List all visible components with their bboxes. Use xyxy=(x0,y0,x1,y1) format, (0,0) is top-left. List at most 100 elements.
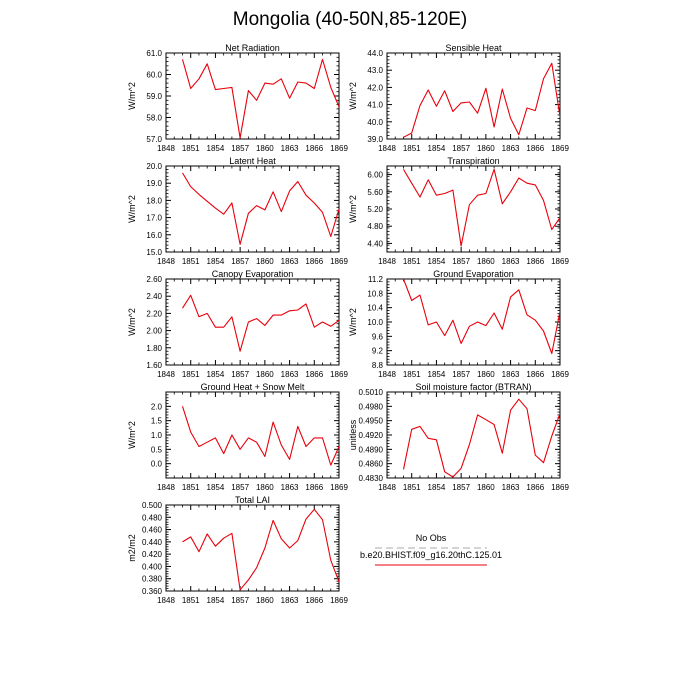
x-tick-label: 1860 xyxy=(477,257,495,266)
x-tick-label: 1851 xyxy=(182,144,200,153)
y-axis-label: W/m^2 xyxy=(348,195,358,223)
y-tick-label: 41.0 xyxy=(367,101,383,110)
x-tick-label: 1851 xyxy=(182,257,200,266)
x-tick-label: 1866 xyxy=(305,144,323,153)
x-tick-label: 1863 xyxy=(502,144,520,153)
y-tick-label: 20.0 xyxy=(146,162,162,171)
panel-3: Transpiration W/m^2 1848 1851 1854 1857 1860 18… xyxy=(348,156,569,266)
x-tick-label: 1854 xyxy=(428,370,446,379)
series-line xyxy=(402,398,560,478)
y-tick-label: 0.5 xyxy=(151,445,163,454)
x-tick-label: 1869 xyxy=(330,483,348,492)
y-axis-label: W/m^2 xyxy=(127,421,137,449)
y-tick-label: 15.0 xyxy=(146,248,162,257)
y-tick-label: 4.40 xyxy=(367,239,383,248)
y-tick-label: 0.460 xyxy=(142,526,163,535)
x-tick-label: 1857 xyxy=(452,370,470,379)
x-tick-label: 1869 xyxy=(330,370,348,379)
y-tick-label: 1.0 xyxy=(151,431,163,440)
panel-title: Sensible Heat xyxy=(445,43,502,53)
x-tick-label: 1863 xyxy=(502,257,520,266)
series-line xyxy=(181,406,339,466)
series-line xyxy=(403,168,560,247)
x-tick-label: 1869 xyxy=(330,144,348,153)
y-axis-label: m2/m2 xyxy=(127,534,137,562)
x-tick-label: 1860 xyxy=(256,370,274,379)
y-tick-label: 59.0 xyxy=(146,92,162,101)
panel-7: Soil moisture factor (BTRAN) unitless 1848… xyxy=(348,382,569,492)
y-tick-label: 6.00 xyxy=(367,171,383,180)
panel-2: Latent Heat W/m^2 1848 1851 1854 1857 1860 1863… xyxy=(127,156,348,266)
y-tick-label: 5.60 xyxy=(367,188,383,197)
x-tick-label: 1851 xyxy=(182,370,200,379)
y-tick-label: 0.420 xyxy=(142,550,163,559)
x-tick-label: 1863 xyxy=(281,144,299,153)
y-tick-label: 1.80 xyxy=(146,344,162,353)
x-tick-label: 1863 xyxy=(281,596,299,605)
y-tick-label: 40.0 xyxy=(367,118,383,127)
x-tick-label: 1866 xyxy=(305,596,323,605)
x-tick-label: 1854 xyxy=(207,483,225,492)
panel-0: Net Radiation W/m^2 1848 1851 1854 1857 1860 18… xyxy=(127,43,348,153)
y-tick-label: 0.4980 xyxy=(359,402,384,411)
x-tick-label: 1851 xyxy=(403,144,421,153)
x-tick-label: 1866 xyxy=(526,483,544,492)
x-tick-label: 1848 xyxy=(157,257,175,266)
x-tick-label: 1854 xyxy=(428,144,446,153)
series-line xyxy=(181,58,339,139)
y-tick-label: 0.440 xyxy=(142,538,163,547)
y-tick-label: 9.6 xyxy=(372,332,384,341)
x-tick-label: 1851 xyxy=(403,257,421,266)
x-tick-label: 1860 xyxy=(477,370,495,379)
panel-title: Soil moisture factor (BTRAN) xyxy=(415,382,531,392)
panel-title: Latent Heat xyxy=(229,156,276,166)
x-tick-label: 1857 xyxy=(231,370,249,379)
y-tick-label: 8.8 xyxy=(372,361,384,370)
x-tick-label: 1857 xyxy=(231,483,249,492)
x-tick-label: 1854 xyxy=(428,483,446,492)
y-axis-label: W/m^2 xyxy=(127,195,137,223)
series-line xyxy=(182,172,339,245)
y-tick-label: 4.80 xyxy=(367,222,383,231)
x-tick-label: 1851 xyxy=(403,483,421,492)
y-tick-label: 44.0 xyxy=(367,49,383,58)
x-tick-label: 1854 xyxy=(428,257,446,266)
x-tick-label: 1854 xyxy=(207,596,225,605)
y-tick-label: 10.4 xyxy=(367,304,383,313)
x-tick-label: 1866 xyxy=(526,257,544,266)
y-axis-label: unitless xyxy=(348,419,358,450)
y-tick-label: 0.4860 xyxy=(359,460,384,469)
y-tick-label: 0.380 xyxy=(142,575,163,584)
y-tick-label: 1.5 xyxy=(151,417,163,426)
panel-title: Ground Heat + Snow Melt xyxy=(201,382,305,392)
x-tick-label: 1866 xyxy=(305,257,323,266)
x-tick-label: 1851 xyxy=(182,596,200,605)
y-axis-label: W/m^2 xyxy=(348,82,358,110)
panel-frame xyxy=(386,165,561,253)
x-tick-label: 1854 xyxy=(207,370,225,379)
y-tick-label: 60.0 xyxy=(146,71,162,80)
series-line xyxy=(182,508,339,591)
y-tick-label: 11.2 xyxy=(368,275,384,284)
y-tick-label: 10.8 xyxy=(367,289,383,298)
y-tick-label: 42.0 xyxy=(367,83,383,92)
y-tick-label: 18.0 xyxy=(146,196,162,205)
panel-title: Net Radiation xyxy=(225,43,280,53)
x-tick-label: 1869 xyxy=(551,483,569,492)
y-tick-label: 1.60 xyxy=(146,361,162,370)
panel-title: Transpiration xyxy=(447,156,499,166)
y-tick-label: 39.0 xyxy=(367,135,383,144)
panel-title: Total LAI xyxy=(235,495,270,505)
y-tick-label: 0.0 xyxy=(151,460,163,469)
y-tick-label: 0.4920 xyxy=(359,431,384,440)
y-axis-label: W/m^2 xyxy=(127,308,137,336)
y-tick-label: 5.20 xyxy=(367,205,383,214)
y-tick-label: 0.4950 xyxy=(359,417,384,426)
y-tick-label: 10.0 xyxy=(367,318,383,327)
x-tick-label: 1848 xyxy=(157,144,175,153)
x-tick-label: 1860 xyxy=(256,596,274,605)
panel-4: Canopy Evaporation W/m^2 1848 1851 1854 1857 1… xyxy=(127,269,348,379)
y-tick-label: 19.0 xyxy=(146,179,162,188)
panel-frame xyxy=(386,391,561,479)
series-line xyxy=(403,62,560,138)
